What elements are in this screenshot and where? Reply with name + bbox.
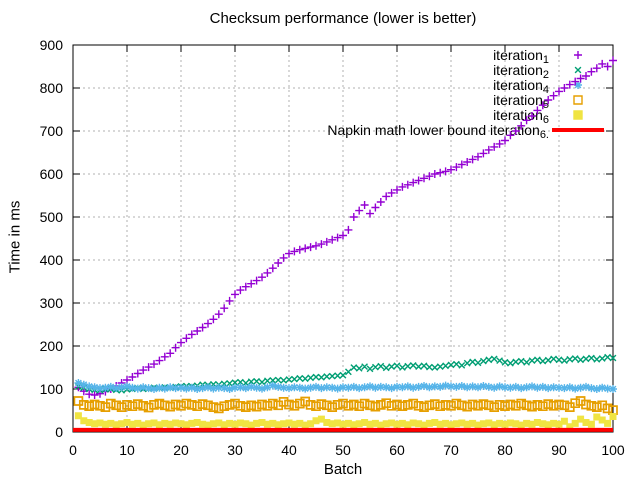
x-axis-label: Batch	[323, 461, 363, 478]
y-tick-label: 200	[40, 338, 64, 354]
x-tick-label: 100	[601, 442, 625, 458]
tick-labels: 0 10 20 30 40 50 60 70 80 90 100 0 100 200 300 400 500 60…	[40, 37, 625, 458]
y-tick-label: 400	[40, 252, 64, 268]
legend-marker-open-square	[573, 95, 583, 105]
legend: iteration1iteration2iteration4iteration5…	[327, 47, 583, 141]
legend-marker-plus	[574, 51, 582, 59]
x-tick-label: 80	[497, 442, 513, 458]
legend-item-iteration_4: iteration4	[493, 77, 549, 96]
legend-marker-cross	[574, 66, 582, 74]
y-tick-label: 100	[40, 381, 64, 397]
x-tick-label: 90	[551, 442, 567, 458]
x-tick-label: 20	[173, 442, 189, 458]
legend-item-napkin_math_lower_bound_iteration_6: Napkin math lower bound iteration6.	[327, 122, 549, 141]
x-tick-label: 50	[335, 442, 351, 458]
x-tick-label: 40	[281, 442, 297, 458]
y-tick-label: 700	[40, 123, 64, 139]
x-tick-label: 0	[69, 442, 77, 458]
legend-item-iteration_2: iteration2	[493, 62, 549, 81]
legend-marker-asterisk	[574, 81, 582, 89]
y-tick-label: 0	[55, 424, 63, 440]
legend-item-iteration_1: iteration1	[493, 47, 549, 66]
y-tick-label: 900	[40, 37, 64, 53]
chart-title: Checksum performance (lower is better)	[209, 10, 477, 27]
series-iteration_4	[74, 379, 617, 393]
series-iteration_6	[74, 412, 617, 431]
legend-item-iteration_6: iteration6	[493, 107, 549, 126]
y-tick-label: 800	[40, 80, 64, 96]
y-tick-label: 600	[40, 166, 64, 182]
x-tick-label: 30	[227, 442, 243, 458]
plot-border	[72, 44, 614, 433]
x-tick-label: 10	[119, 442, 135, 458]
y-tick-label: 300	[40, 295, 64, 311]
y-tick-label: 500	[40, 209, 64, 225]
x-tick-label: 70	[443, 442, 459, 458]
legend-marker-filled-square	[573, 110, 583, 120]
x-tick-label: 60	[389, 442, 405, 458]
series-iteration_5	[73, 396, 618, 415]
